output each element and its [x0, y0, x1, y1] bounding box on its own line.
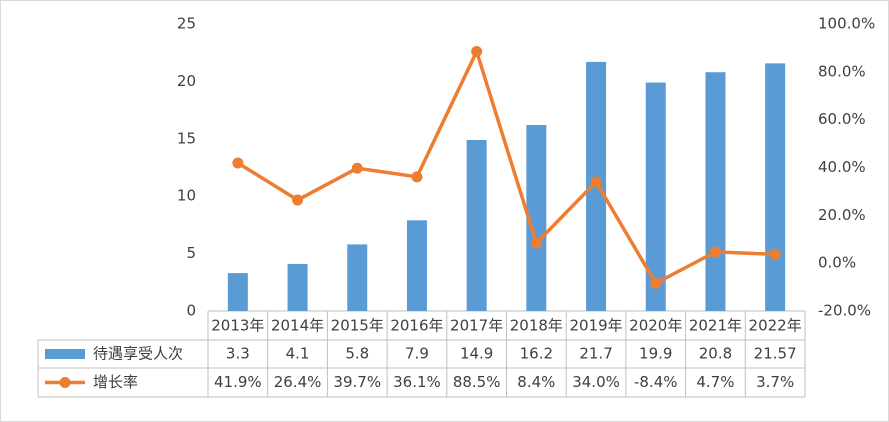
line-marker — [411, 171, 423, 183]
bar — [227, 273, 248, 311]
y2-tick-label: 20.0% — [818, 206, 866, 224]
table-cell: 4.7% — [696, 373, 734, 391]
y2-tick-label: 100.0% — [818, 15, 875, 33]
line-marker — [351, 162, 363, 174]
y-tick-label: 0 — [186, 302, 196, 320]
table-cell: 20.8 — [699, 345, 732, 363]
bar — [347, 244, 368, 311]
legend-label: 待遇享受人次 — [93, 345, 183, 363]
table-cell: -8.4% — [634, 373, 678, 391]
x-tick-label: 2013年 — [211, 317, 264, 335]
y-tick-label: 10 — [177, 187, 196, 205]
table-cell: 7.9 — [405, 345, 429, 363]
y2-tick-label: 60.0% — [818, 110, 866, 128]
table-cell: 21.7 — [579, 345, 612, 363]
x-tick-label: 2018年 — [510, 317, 563, 335]
table-cell: 39.7% — [333, 373, 381, 391]
y2-tick-label: 0.0% — [818, 254, 856, 272]
table-cell: 88.5% — [453, 373, 501, 391]
line-marker — [769, 248, 781, 260]
y-tick-label: 15 — [177, 129, 196, 147]
line — [236, 49, 776, 286]
table-cell: 41.9% — [214, 373, 262, 391]
table-cell: 5.8 — [345, 345, 369, 363]
table-cell: 26.4% — [274, 373, 322, 391]
table-cell: 19.9 — [639, 345, 672, 363]
table-cell: 3.7% — [756, 373, 794, 391]
y2-tick-label: 40.0% — [818, 158, 866, 176]
bar — [466, 139, 487, 311]
line-marker — [709, 246, 721, 258]
table-cell: 4.1 — [286, 345, 310, 363]
bar — [287, 263, 308, 311]
legend-swatch — [45, 349, 85, 359]
bar — [705, 72, 726, 311]
x-tick-label: 2015年 — [331, 317, 384, 335]
bar — [406, 220, 427, 311]
table-cell: 3.3 — [226, 345, 250, 363]
x-tick-label: 2020年 — [629, 317, 682, 335]
y2-tick-label: 80.0% — [818, 62, 866, 80]
table-cell: 36.1% — [393, 373, 441, 391]
legend-label: 增长率 — [93, 373, 138, 391]
line-marker — [292, 194, 304, 206]
x-tick-label: 2022年 — [749, 317, 802, 335]
bar — [526, 125, 547, 311]
line-marker — [590, 176, 602, 188]
bar — [645, 82, 666, 311]
legend-swatch — [59, 377, 71, 388]
x-tick-label: 2014年 — [271, 317, 324, 335]
table-cell: 21.57 — [754, 345, 797, 363]
table-cell: 16.2 — [520, 345, 553, 363]
y2-tick-label: -20.0% — [818, 302, 871, 320]
line-marker — [530, 237, 542, 249]
table-cell: 8.4% — [517, 373, 555, 391]
line-marker — [471, 46, 483, 58]
table-cell: 34.0% — [572, 373, 620, 391]
x-tick-label: 2017年 — [450, 317, 503, 335]
line-marker — [650, 277, 662, 289]
x-tick-label: 2021年 — [689, 317, 742, 335]
x-tick-label: 2016年 — [390, 317, 443, 335]
table-cell: 14.9 — [460, 345, 493, 363]
line-marker — [232, 157, 244, 169]
y-tick-label: 20 — [177, 72, 196, 90]
bar — [765, 63, 786, 311]
y-tick-label: 5 — [186, 244, 196, 262]
y-tick-label: 25 — [177, 15, 196, 33]
x-tick-label: 2019年 — [569, 317, 622, 335]
